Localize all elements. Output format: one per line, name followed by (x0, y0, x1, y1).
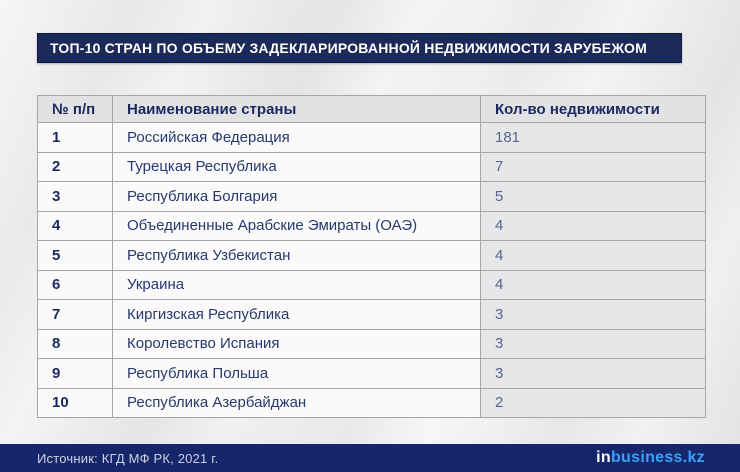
table-row: 4 Объединенные Арабские Эмираты (ОАЭ) 4 (37, 210, 706, 241)
inbusiness-logo: inbusiness.kz (596, 449, 705, 467)
property-count-cell: 3 (480, 328, 706, 359)
column-header-country: Наименование страны (112, 95, 481, 123)
row-number-cell: 7 (37, 299, 113, 330)
table-header: № п/п Наименование страны Кол-во недвижи… (37, 95, 706, 123)
row-number-cell: 10 (37, 387, 113, 418)
page-title: ТОП-10 СТРАН ПО ОБЪЕМУ ЗАДЕКЛАРИРОВАННОЙ… (50, 40, 647, 56)
table-body: 1 Российская Федерация 181 2 Турецкая Ре… (37, 122, 706, 418)
row-number-cell: 5 (37, 240, 113, 271)
row-number-cell: 9 (37, 358, 113, 389)
country-name-cell: Республика Болгария (112, 181, 481, 212)
table-row: 3 Республика Болгария 5 (37, 181, 706, 212)
property-count-cell: 7 (480, 151, 706, 182)
row-number-cell: 4 (37, 210, 113, 241)
table-row: 2 Турецкая Республика 7 (37, 151, 706, 182)
row-number-cell: 2 (37, 151, 113, 182)
column-header-count: Кол-во недвижимости (480, 95, 706, 123)
country-name-cell: Объединенные Арабские Эмираты (ОАЭ) (112, 210, 481, 241)
table-row: 1 Российская Федерация 181 (37, 122, 706, 153)
country-name-cell: Республика Польша (112, 358, 481, 389)
property-count-cell: 3 (480, 299, 706, 330)
country-name-cell: Турецкая Республика (112, 151, 481, 182)
property-count-cell: 5 (480, 181, 706, 212)
table-row: 9 Республика Польша 3 (37, 358, 706, 389)
row-number-cell: 8 (37, 328, 113, 359)
property-count-cell: 4 (480, 240, 706, 271)
source-caption: Источник: КГД МФ РК, 2021 г. (37, 450, 219, 466)
property-count-cell: 4 (480, 269, 706, 300)
footer-bar: Источник: КГД МФ РК, 2021 г. inbusiness.… (0, 444, 740, 472)
country-name-cell: Королевство Испания (112, 328, 481, 359)
table-row: 8 Королевство Испания 3 (37, 328, 706, 359)
table-row: 7 Киргизская Республика 3 (37, 299, 706, 330)
table-row: 6 Украина 4 (37, 269, 706, 300)
row-number-cell: 6 (37, 269, 113, 300)
country-name-cell: Российская Федерация (112, 122, 481, 153)
title-banner: ТОП-10 СТРАН ПО ОБЪЕМУ ЗАДЕКЛАРИРОВАННОЙ… (37, 33, 682, 63)
logo-prefix: in (596, 449, 611, 466)
property-count-cell: 181 (480, 122, 706, 153)
property-count-cell: 3 (480, 358, 706, 389)
table-row: 10 Республика Азербайджан 2 (37, 387, 706, 418)
row-number-cell: 1 (37, 122, 113, 153)
logo-suffix: business.kz (610, 449, 705, 466)
table-row: 5 Республика Узбекистан 4 (37, 240, 706, 271)
country-name-cell: Республика Узбекистан (112, 240, 481, 271)
top10-countries-table: № п/п Наименование страны Кол-во недвижи… (37, 95, 706, 418)
column-header-number: № п/п (37, 95, 113, 123)
country-name-cell: Киргизская Республика (112, 299, 481, 330)
property-count-cell: 4 (480, 210, 706, 241)
country-name-cell: Республика Азербайджан (112, 387, 481, 418)
table-header-row: № п/п Наименование страны Кол-во недвижи… (37, 95, 706, 123)
row-number-cell: 3 (37, 181, 113, 212)
country-name-cell: Украина (112, 269, 481, 300)
property-count-cell: 2 (480, 387, 706, 418)
